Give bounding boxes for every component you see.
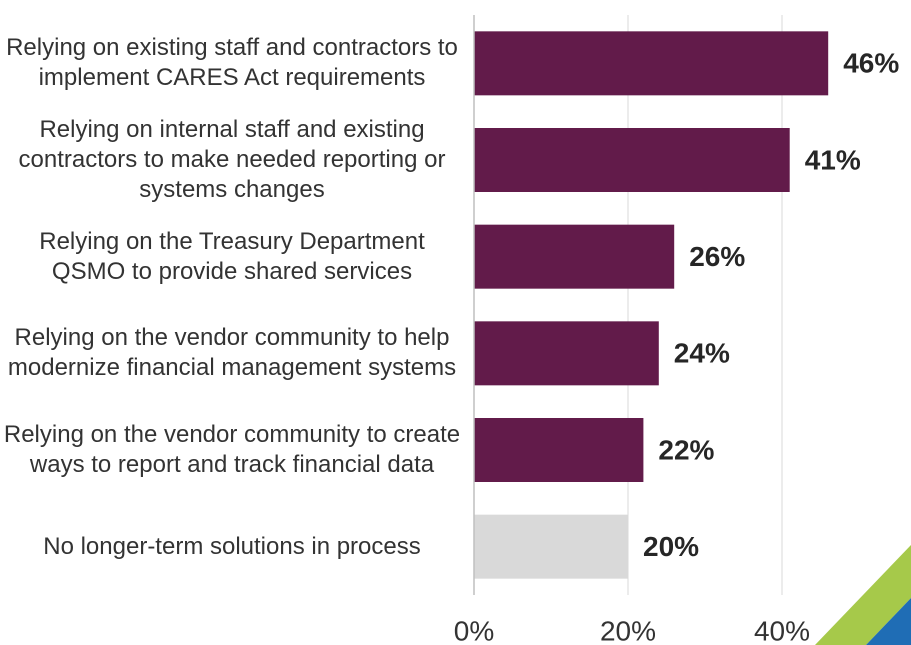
x-tick-label: 40%: [754, 615, 810, 645]
value-label: 41%: [805, 144, 861, 175]
x-tick-label: 20%: [600, 615, 656, 645]
decoration: [815, 545, 911, 645]
x-tick-label: 0%: [454, 615, 494, 645]
category-label: Relying on the Treasury Department QSMO …: [39, 227, 425, 285]
category-label: Relying on the vendor community to help …: [7, 324, 457, 382]
bar: [474, 31, 829, 96]
bar: [474, 418, 644, 482]
bar: [474, 128, 790, 192]
category-label: Relying on the vendor community to creat…: [3, 421, 461, 478]
category-label: Relying on existing staff and contractor…: [6, 34, 458, 92]
bar: [474, 321, 659, 386]
value-label: 26%: [689, 241, 745, 272]
decoration: [866, 598, 911, 645]
value-label: 20%: [643, 531, 699, 562]
bar: [474, 514, 628, 579]
value-label: 24%: [674, 338, 730, 369]
value-label: 22%: [658, 434, 714, 465]
category-label: No longer-term solutions in process: [43, 532, 421, 560]
value-label: 46%: [843, 48, 899, 79]
bar: [474, 224, 675, 289]
category-label: Relying on internal staff and existing c…: [18, 116, 446, 203]
